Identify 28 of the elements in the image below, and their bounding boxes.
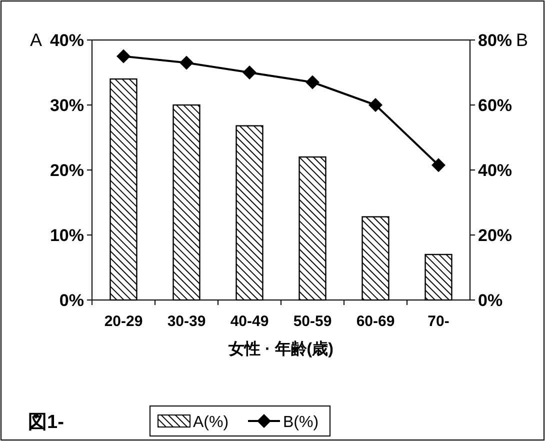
y-tick-label: 0% — [59, 291, 84, 310]
point — [432, 158, 446, 172]
point — [368, 98, 382, 112]
y2-tick-label: 0% — [478, 291, 503, 310]
y-tick-label: 20% — [50, 161, 84, 180]
x-tick-label: 20-29 — [104, 313, 143, 330]
x-tick-label: 60-69 — [356, 313, 395, 330]
y2-tick-label: 80% — [478, 31, 512, 50]
x-axis-title: 女性 · 年齢(歳) — [228, 340, 334, 358]
y2-tick-label: 60% — [478, 96, 512, 115]
y2-tick-label: 40% — [478, 161, 512, 180]
y-tick-label: 40% — [50, 31, 84, 50]
y-tick-label: 10% — [50, 226, 84, 245]
point — [242, 66, 256, 80]
y-axis-title: A — [30, 30, 42, 50]
legend-label: A(%) — [193, 414, 229, 431]
caption: 図1- — [28, 412, 64, 433]
point — [180, 56, 194, 70]
x-tick-label: 50-59 — [293, 313, 332, 330]
y2-axis-title: B — [516, 30, 528, 50]
legend-label: B(%) — [283, 414, 319, 431]
point — [306, 75, 320, 90]
x-tick-label: 70- — [428, 313, 450, 330]
y-tick-label: 30% — [50, 96, 84, 115]
x-tick-label: 40-49 — [230, 313, 269, 330]
x-tick-label: 30-39 — [167, 313, 206, 330]
point — [116, 49, 130, 64]
y2-tick-label: 20% — [478, 226, 512, 245]
